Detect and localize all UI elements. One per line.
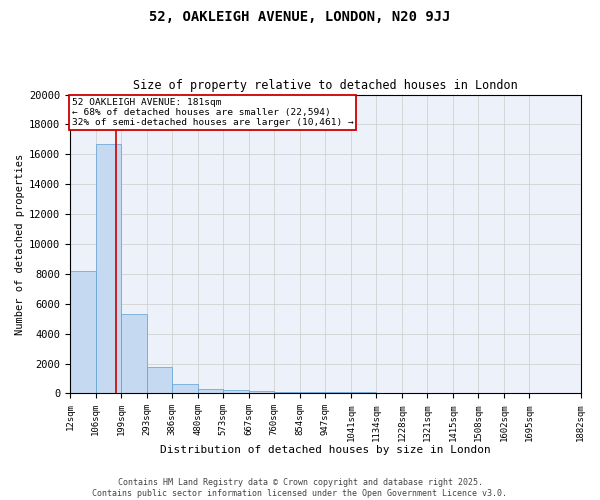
Bar — [274, 392, 300, 394]
Bar — [453, 393, 478, 394]
Bar — [96, 144, 121, 394]
X-axis label: Distribution of detached houses by size in London: Distribution of detached houses by size … — [160, 445, 491, 455]
Bar — [325, 392, 351, 394]
Text: Contains HM Land Registry data © Crown copyright and database right 2025.
Contai: Contains HM Land Registry data © Crown c… — [92, 478, 508, 498]
Bar — [121, 314, 147, 394]
Bar — [198, 388, 223, 394]
Text: 52 OAKLEIGH AVENUE: 181sqm
← 68% of detached houses are smaller (22,594)
32% of : 52 OAKLEIGH AVENUE: 181sqm ← 68% of deta… — [71, 98, 353, 128]
Bar — [249, 391, 274, 394]
Bar — [351, 392, 376, 394]
Bar — [427, 393, 453, 394]
Bar — [172, 384, 198, 394]
Bar — [70, 271, 96, 394]
Text: 52, OAKLEIGH AVENUE, LONDON, N20 9JJ: 52, OAKLEIGH AVENUE, LONDON, N20 9JJ — [149, 10, 451, 24]
Bar — [223, 390, 249, 394]
Bar — [300, 392, 325, 394]
Bar — [376, 392, 402, 394]
Title: Size of property relative to detached houses in London: Size of property relative to detached ho… — [133, 79, 518, 92]
Y-axis label: Number of detached properties: Number of detached properties — [15, 154, 25, 334]
Bar — [147, 366, 172, 394]
Bar — [402, 392, 427, 394]
